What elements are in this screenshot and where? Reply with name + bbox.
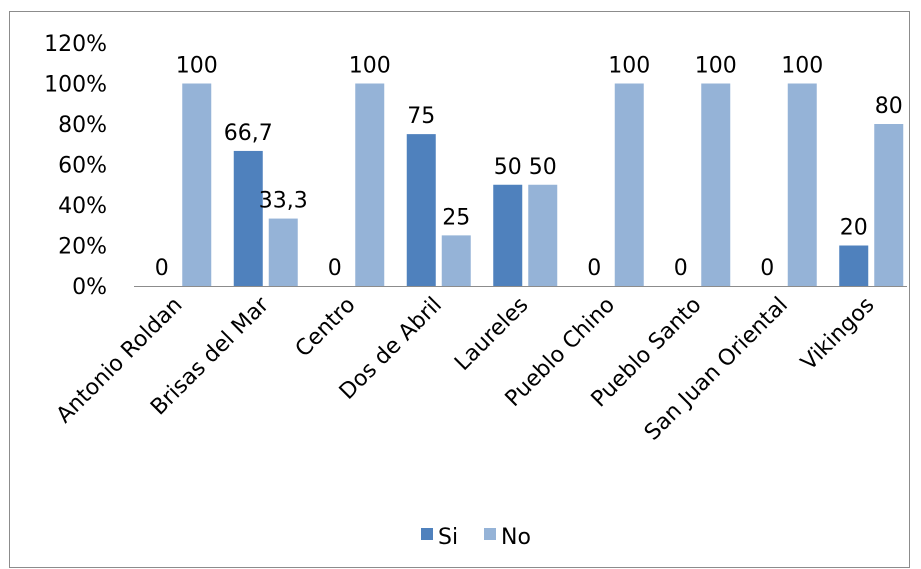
y-tick-label: 100% <box>44 73 107 98</box>
bar-no-1 <box>268 218 298 286</box>
category-label: Centro <box>291 293 361 363</box>
y-tick-label: 120% <box>44 32 107 57</box>
data-label-no-2: 100 <box>349 54 391 79</box>
data-label-si-2: 0 <box>328 256 342 281</box>
bar-si-3 <box>406 134 436 286</box>
category-label: San Juan Oriental <box>640 293 793 446</box>
data-label-no-1: 33,3 <box>259 189 308 214</box>
data-label-no-3: 25 <box>442 205 470 230</box>
y-tick-label: 60% <box>58 154 107 179</box>
data-label-no-7: 100 <box>781 54 823 79</box>
data-label-si-5: 0 <box>587 256 601 281</box>
legend-label-no: No <box>501 525 531 550</box>
data-label-si-3: 75 <box>407 104 435 129</box>
bar-no-6 <box>701 83 731 286</box>
data-label-no-5: 100 <box>608 54 650 79</box>
legend-label-si: Si <box>438 525 458 550</box>
category-label: Vikingos <box>796 293 879 376</box>
data-label-no-6: 100 <box>695 54 737 79</box>
bar-no-8 <box>874 124 904 286</box>
data-label-si-7: 0 <box>760 256 774 281</box>
legend-swatch-si <box>421 528 433 540</box>
category-label: Laureles <box>450 293 533 376</box>
bar-no-3 <box>441 235 471 286</box>
chart-area <box>9 11 910 568</box>
bar-si-4 <box>493 184 523 286</box>
bar-no-4 <box>528 184 558 286</box>
data-label-no-4: 50 <box>529 155 557 180</box>
data-label-no-0: 100 <box>176 54 218 79</box>
bar-no-0 <box>182 83 212 286</box>
data-label-no-8: 80 <box>875 94 903 119</box>
data-label-si-8: 20 <box>840 216 868 241</box>
data-label-si-4: 50 <box>494 155 522 180</box>
bar-si-8 <box>839 245 869 286</box>
bar-no-5 <box>614 83 644 286</box>
data-label-si-0: 0 <box>155 256 169 281</box>
bar-no-7 <box>787 83 817 286</box>
data-label-si-1: 66,7 <box>224 121 273 146</box>
y-tick-label: 0% <box>72 275 107 300</box>
legend-swatch-no <box>484 528 496 540</box>
y-tick-label: 40% <box>58 194 107 219</box>
data-label-si-6: 0 <box>674 256 688 281</box>
y-tick-label: 20% <box>58 235 107 260</box>
bar-no-2 <box>355 83 385 286</box>
y-tick-label: 80% <box>58 113 107 138</box>
bar-si-1 <box>233 150 263 286</box>
